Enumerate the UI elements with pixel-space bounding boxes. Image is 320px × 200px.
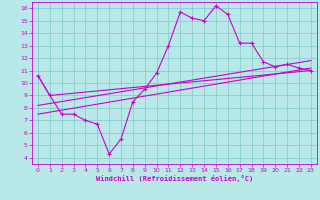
X-axis label: Windchill (Refroidissement éolien,°C): Windchill (Refroidissement éolien,°C) [96,175,253,182]
